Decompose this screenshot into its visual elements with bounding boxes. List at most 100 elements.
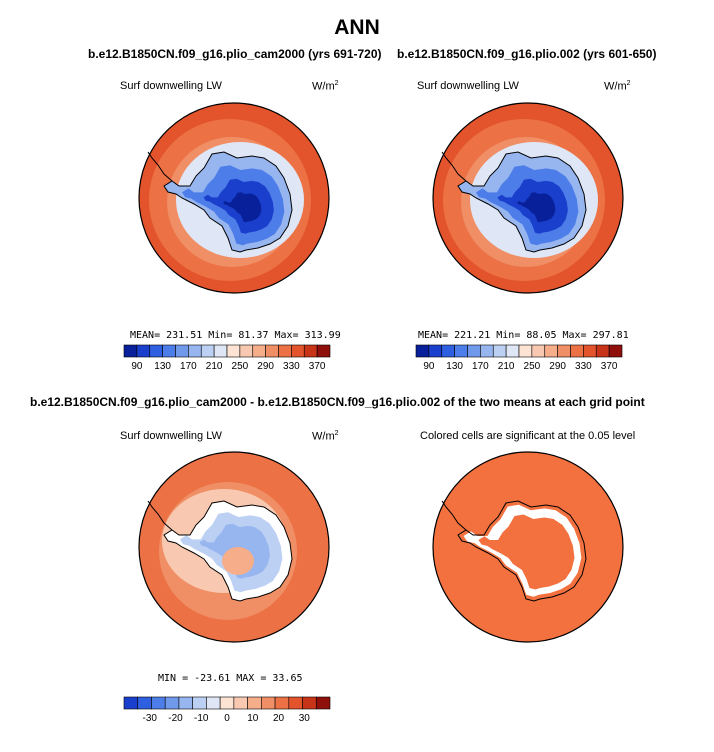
panel3-colorbar-box [164, 696, 180, 710]
panel3-title: b.e12.B1850CN.f09_g16.plio_cam2000 - b.e… [30, 395, 441, 409]
panel2-border [432, 102, 624, 294]
panel3-colorbar-box [206, 696, 221, 710]
panel1-colorbar-box [303, 344, 318, 358]
panel2-units: W/m2 [604, 80, 631, 93]
panel1-colorbar-box [123, 344, 138, 358]
panel2-colorbar-box [608, 344, 623, 358]
panel1-stats: MEAN= 231.51 Min= 81.37 Max= 313.99 [130, 330, 341, 341]
panel3-units: W/m2 [312, 430, 339, 443]
panel2-colorbar-box [441, 344, 455, 358]
panel3-colorbar-box [137, 696, 152, 710]
panel1-colorbar-box [291, 344, 305, 358]
panel3-border [138, 451, 330, 643]
panel3-colorbar-box [288, 696, 303, 710]
panel2-colorbar-box [505, 344, 520, 358]
panel3-subtitle: Surf downwelling LW [120, 430, 222, 442]
panel4-border [432, 451, 624, 643]
panel2-colorbar-box [415, 344, 430, 358]
panel1-colorbar-box [316, 344, 331, 358]
panel3-colorbar-box [302, 696, 317, 710]
panel2-colorbar-tick-label: 130 [446, 361, 463, 372]
panel1-colorbar-tick-label: 170 [180, 361, 197, 372]
panel3-colorbar-box [315, 696, 331, 710]
panel1-colorbar-tick-label: 130 [154, 361, 171, 372]
panel3-colorbar-box [123, 696, 139, 710]
panel3-peninsula [147, 500, 173, 531]
panel2-colorbar-box [531, 344, 546, 358]
panel1-colorbar-box [200, 344, 215, 358]
panel1-coastline [163, 151, 293, 253]
panel2-coastline [457, 151, 587, 253]
panel2-colorbar: 90 130 170 210 250 290 330 370 [415, 344, 623, 372]
panel4-subtitle: Colored cells are significant at the 0.0… [420, 430, 636, 442]
panel1-colorbar-box [162, 344, 176, 358]
panel2-colorbar-box [557, 344, 571, 358]
panel3-colorbar-tick-label: -30 [143, 713, 158, 724]
panel4-peninsula [441, 500, 467, 531]
panel1-colorbar-box [149, 344, 163, 358]
panel2-colorbar-box [467, 344, 481, 358]
panel3-coastline [163, 500, 293, 602]
panel2-ice-5 [517, 192, 556, 223]
panel3-colorbar-tick-label: 10 [247, 713, 259, 724]
panel1-peninsula [147, 151, 173, 182]
panel4-sig-inner [478, 514, 575, 590]
panel1-ice-5 [223, 192, 262, 223]
panel1-colorbar-box [252, 344, 266, 358]
panel2-colorbar-box [583, 344, 597, 358]
panel2-map [432, 102, 624, 294]
panel1-units: W/m2 [312, 80, 339, 93]
panel1-colorbar-box [213, 344, 228, 358]
panel1-colorbar-tick-label: 210 [206, 361, 223, 372]
panel3-colorbar-tick-label: 0 [224, 713, 230, 724]
panel2-colorbar-box [480, 344, 494, 358]
panel2-title: b.e12.B1850CN.f09_g16.plio.002 (yrs 601-… [397, 47, 657, 61]
panel2-colorbar-tick-label: 370 [601, 361, 618, 372]
panel2-colorbar-box [595, 344, 610, 358]
panel1-title: b.e12.B1850CN.f09_g16.plio_cam2000 (yrs … [88, 47, 382, 61]
panel2-colorbar-box [570, 344, 584, 358]
panel3-colorbar-tick-label: -10 [194, 713, 209, 724]
main-title: ANN [334, 16, 380, 39]
panel1-colorbar-tick-label: 370 [309, 361, 326, 372]
panel2-colorbar-box [428, 344, 443, 358]
panel3-warm-spot [222, 547, 254, 575]
panel1-colorbar: 90 130 170 210 250 290 330 370 [123, 344, 331, 372]
panel2-colorbar-box [454, 344, 468, 358]
panel2-peninsula [441, 151, 467, 182]
panel3-colorbar-box [247, 696, 262, 710]
panel1-colorbar-box [239, 344, 254, 358]
panel2-stats: MEAN= 221.21 Min= 88.05 Max= 297.81 [418, 330, 629, 341]
panel2-colorbar-box [544, 344, 558, 358]
panel3-colorbar-tick-label: -20 [168, 713, 183, 724]
panel3-colorbar-tick-label: 30 [299, 713, 311, 724]
panel1-colorbar-tick-label: 90 [131, 361, 143, 372]
panel1-colorbar-box [188, 344, 202, 358]
panel3-colorbar-box [233, 696, 248, 710]
panel1-colorbar-box [175, 344, 189, 358]
panel3-colorbar-box [261, 696, 276, 710]
panel3-colorbar-box [192, 696, 207, 710]
panel2-colorbar-tick-label: 170 [472, 361, 489, 372]
panel1-colorbar-tick-label: 330 [283, 361, 300, 372]
panel2-colorbar-box [492, 344, 507, 358]
panel3-stats: MIN = -23.61 MAX = 33.65 [158, 673, 303, 684]
panel1-colorbar-tick-label: 250 [232, 361, 249, 372]
panel3-map [138, 451, 330, 643]
panel4-title: T-test of the two means at each grid poi… [408, 395, 645, 409]
panel2-colorbar-tick-label: 330 [575, 361, 592, 372]
panel3-colorbar-box [178, 696, 193, 710]
panel3-colorbar-box [219, 696, 235, 710]
panel2-subtitle: Surf downwelling LW [417, 80, 519, 92]
panel2-colorbar-tick-label: 210 [498, 361, 515, 372]
panel4-map [432, 451, 624, 643]
panel1-subtitle: Surf downwelling LW [120, 80, 222, 92]
panel2-colorbar-box [518, 344, 533, 358]
panel3-colorbar-box [274, 696, 290, 710]
panel1-map [138, 102, 330, 294]
panel1-colorbar-box [136, 344, 151, 358]
panel1-colorbar-box [265, 344, 279, 358]
panel3-colorbar-tick-label: 20 [273, 713, 285, 724]
panel1-colorbar-box [226, 344, 241, 358]
